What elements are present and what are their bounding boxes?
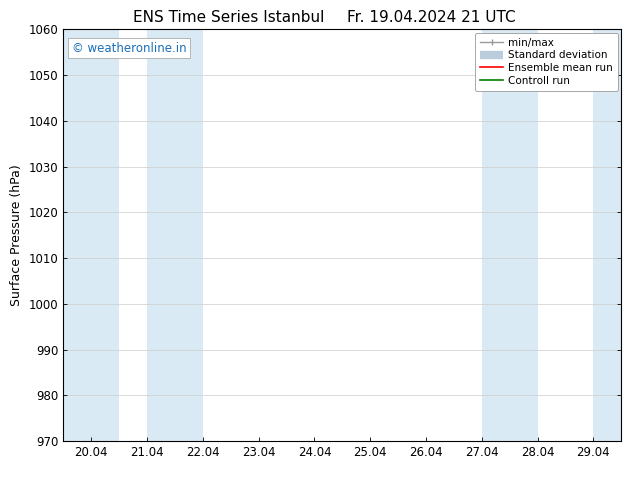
Text: © weatheronline.in: © weatheronline.in — [72, 42, 186, 55]
Legend: min/max, Standard deviation, Ensemble mean run, Controll run: min/max, Standard deviation, Ensemble me… — [475, 32, 618, 91]
Text: Fr. 19.04.2024 21 UTC: Fr. 19.04.2024 21 UTC — [347, 10, 515, 25]
Bar — [482, 29, 538, 441]
Bar — [147, 29, 203, 441]
Bar — [593, 29, 621, 441]
Y-axis label: Surface Pressure (hPa): Surface Pressure (hPa) — [10, 164, 23, 306]
Bar — [63, 29, 119, 441]
Text: ENS Time Series Istanbul: ENS Time Series Istanbul — [133, 10, 324, 25]
